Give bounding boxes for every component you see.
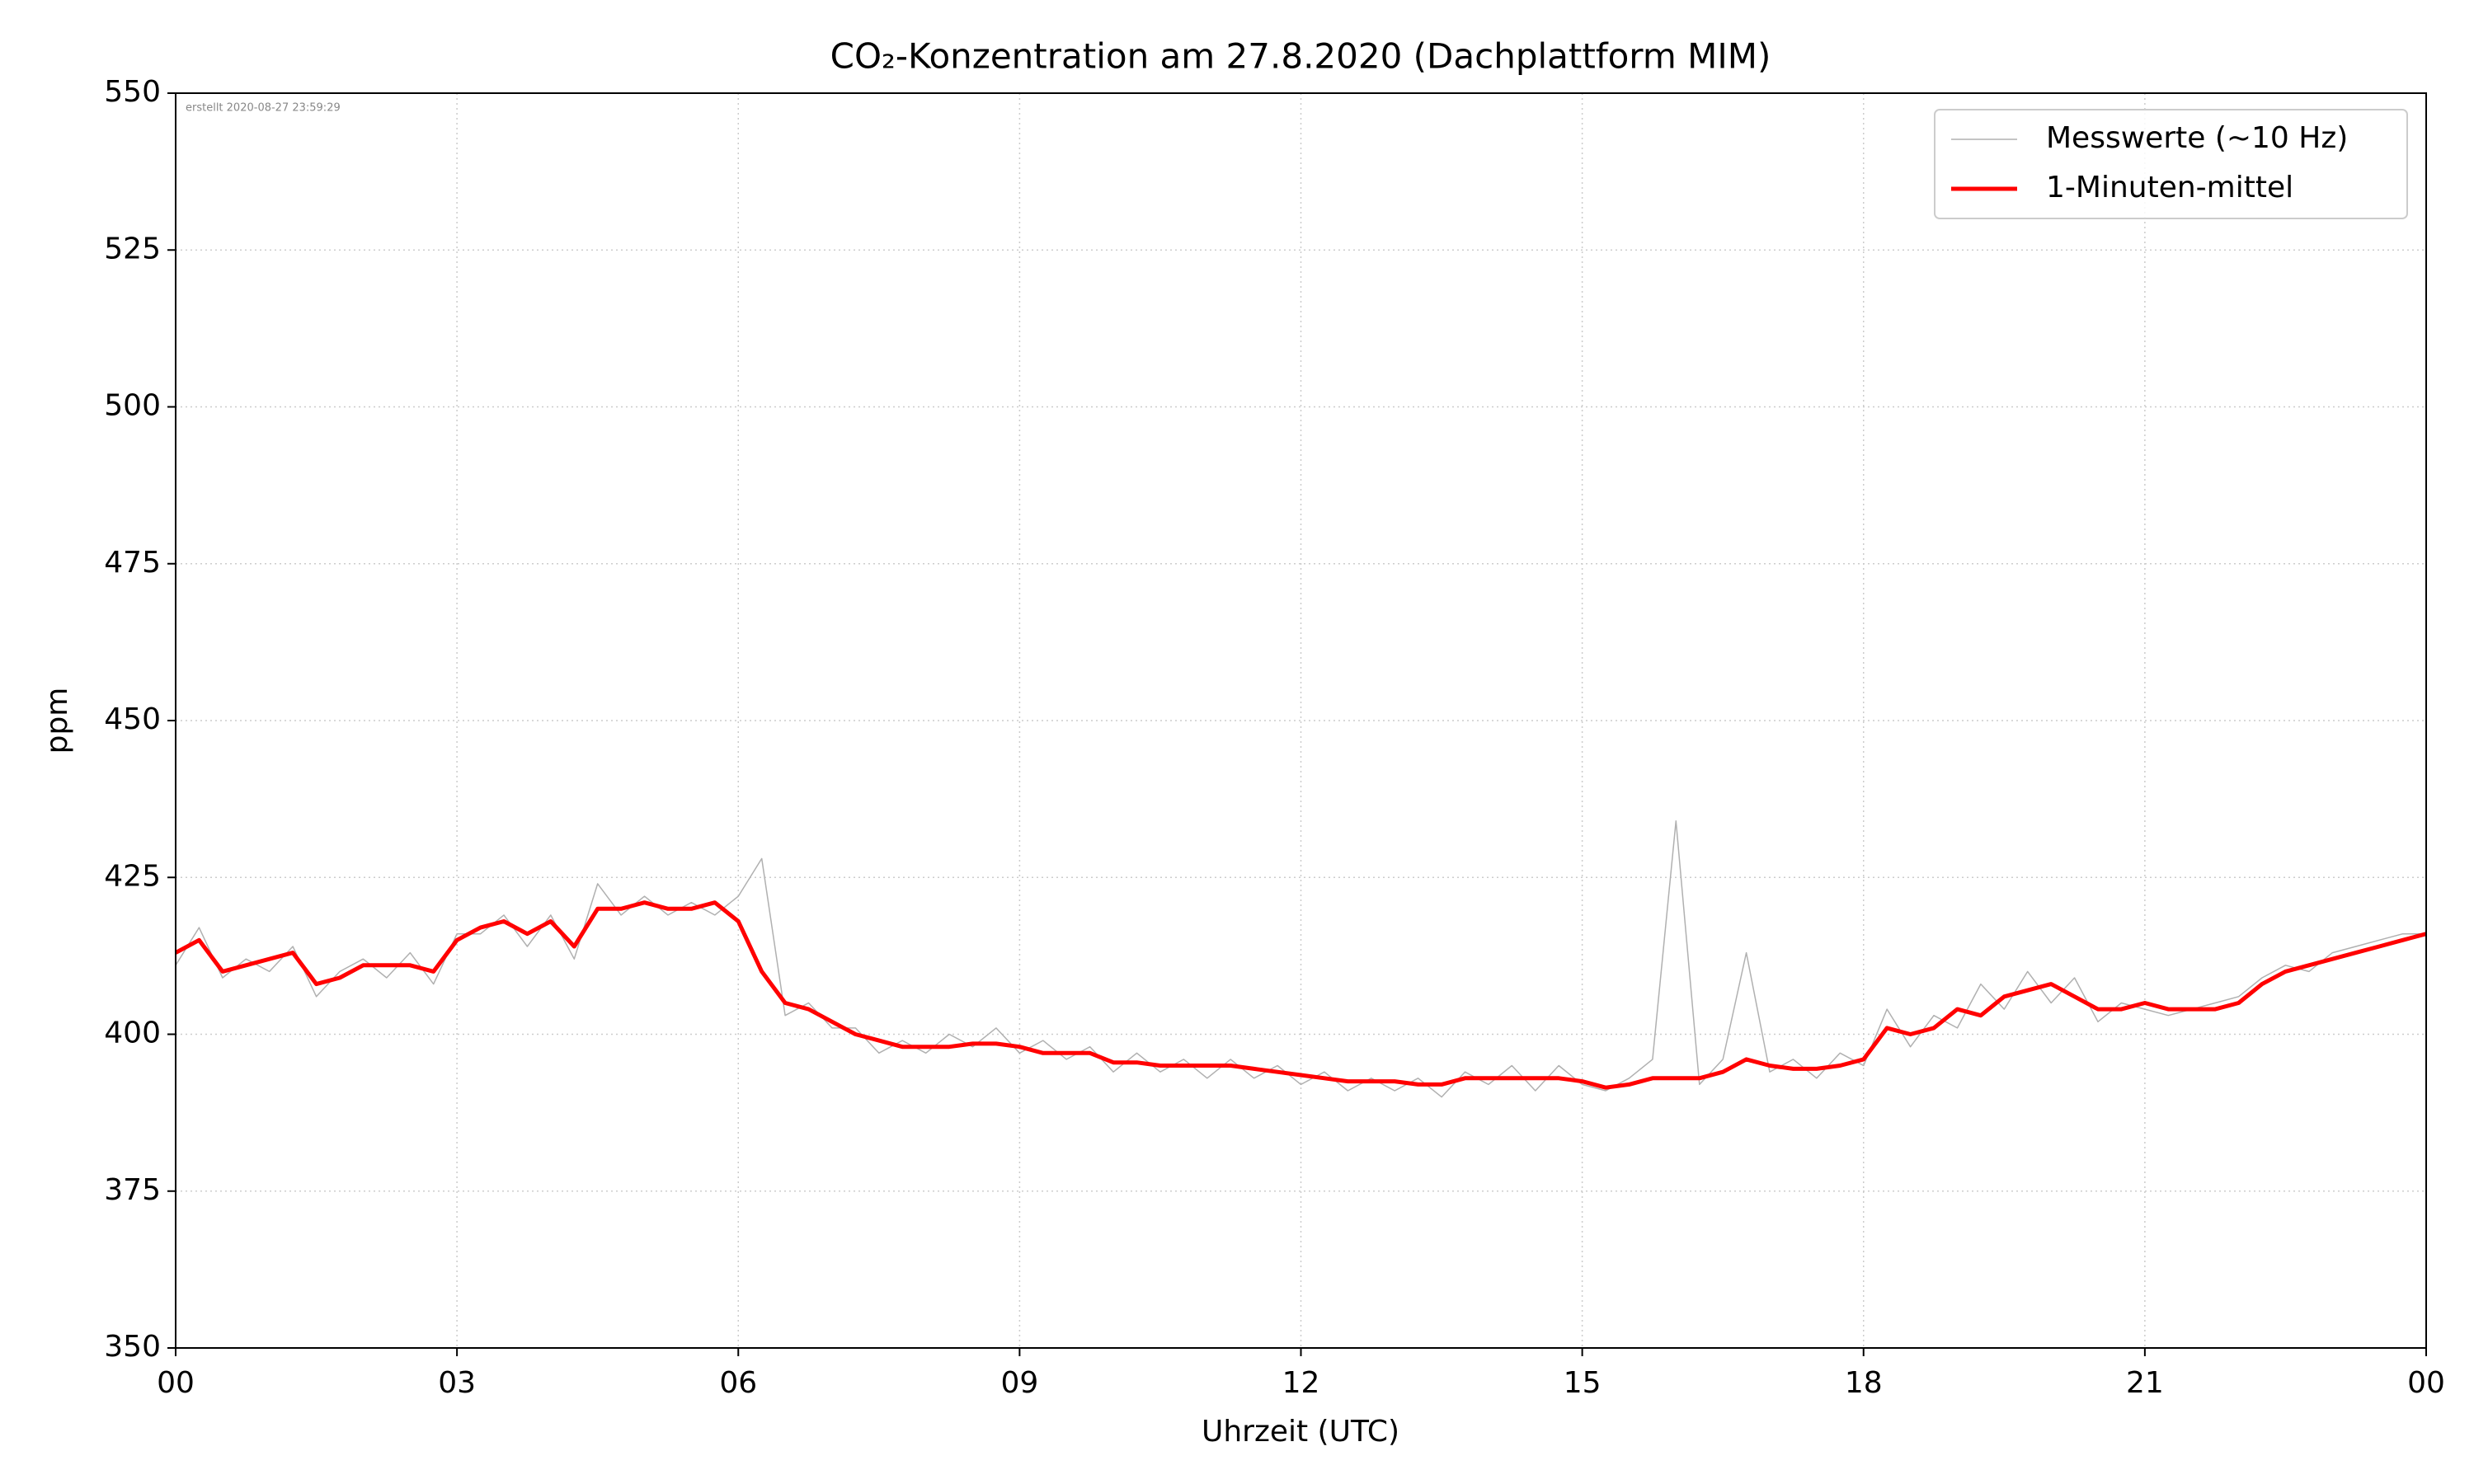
x-tick-label: 06 <box>719 1366 757 1400</box>
y-tick-label: 450 <box>104 702 161 736</box>
y-axis-label: ppm <box>40 688 74 754</box>
x-tick-label: 00 <box>2407 1366 2445 1400</box>
legend-label: 1-Minuten-mittel <box>2046 171 2293 204</box>
y-tick-label: 475 <box>104 546 161 580</box>
x-tick-label: 09 <box>1000 1366 1038 1400</box>
y-tick-label: 350 <box>104 1330 161 1364</box>
x-tick-label: 18 <box>1845 1366 1883 1400</box>
y-tick-label: 400 <box>104 1017 161 1050</box>
y-tick-label: 550 <box>104 75 161 109</box>
x-tick-label: 03 <box>438 1366 476 1400</box>
annotation: erstellt 2020-08-27 23:59:29 <box>186 102 341 115</box>
x-tick-label: 21 <box>2126 1366 2164 1400</box>
x-tick-label: 12 <box>1282 1366 1320 1400</box>
y-tick-label: 425 <box>104 859 161 893</box>
chart-title: CO₂-Konzentration am 27.8.2020 (Dachplat… <box>830 36 1771 77</box>
series-line <box>174 900 2427 1090</box>
x-tick-label: 15 <box>1564 1366 1602 1400</box>
x-tick-label: 00 <box>157 1366 195 1400</box>
y-tick-label: 525 <box>104 232 161 265</box>
y-tick-label: 500 <box>104 389 161 423</box>
legend-label: Messwerte (~10 Hz) <box>2046 121 2348 155</box>
legend-box <box>1934 109 2408 219</box>
y-tick-label: 375 <box>104 1173 161 1207</box>
x-axis-label: Uhrzeit (UTC) <box>1202 1415 1399 1449</box>
series-line <box>175 820 2426 1098</box>
plot-frame <box>175 92 2427 1349</box>
